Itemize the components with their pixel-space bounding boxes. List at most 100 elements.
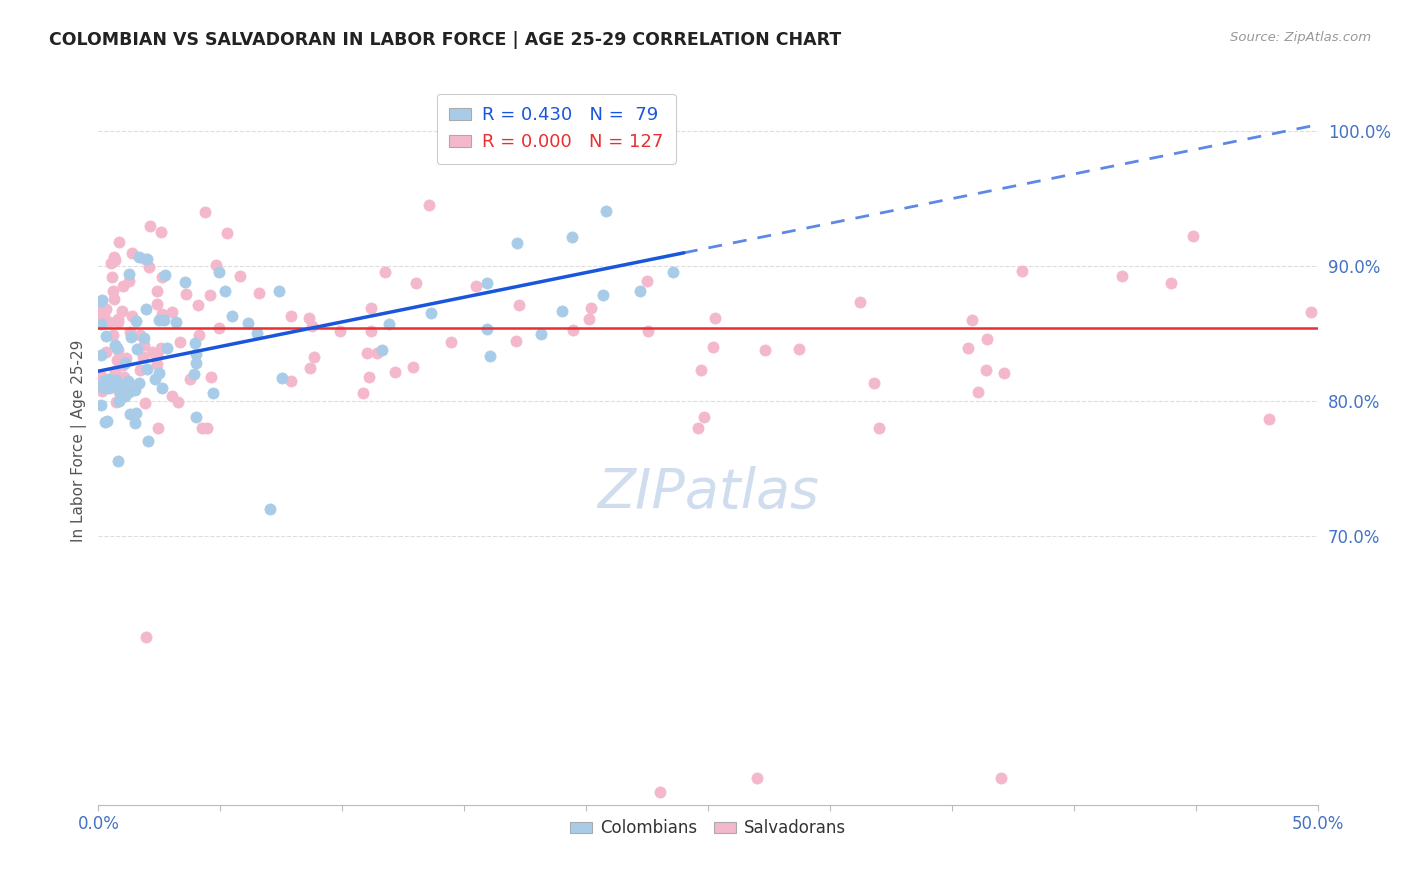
Point <box>1011 264 1033 278</box>
Point <box>90 294 112 309</box>
Point <box>167 395 190 409</box>
Point <box>143 372 166 386</box>
Point <box>93 376 115 391</box>
Point <box>551 304 574 318</box>
Point <box>146 349 169 363</box>
Point <box>150 381 173 395</box>
Point <box>378 317 401 331</box>
Point <box>148 366 170 380</box>
Point <box>229 268 252 283</box>
Point <box>246 326 269 340</box>
Point <box>96 414 118 428</box>
Point <box>165 315 187 329</box>
Point <box>96 302 118 317</box>
Point <box>146 347 169 361</box>
Point <box>105 341 128 355</box>
Point <box>280 309 302 323</box>
Point <box>405 276 427 290</box>
Point <box>259 501 281 516</box>
Point <box>114 389 136 403</box>
Point <box>134 252 156 266</box>
Point <box>103 250 125 264</box>
Point <box>475 322 498 336</box>
Point <box>107 385 129 400</box>
Point <box>184 410 207 425</box>
Point <box>129 328 152 343</box>
Point <box>693 409 716 424</box>
Point <box>90 398 112 412</box>
Point <box>129 363 152 377</box>
Point <box>505 334 527 348</box>
Point <box>1257 412 1279 426</box>
Point <box>117 375 139 389</box>
Point <box>628 285 651 299</box>
Point <box>101 270 124 285</box>
Point <box>117 274 139 288</box>
Point <box>302 350 325 364</box>
Point <box>135 630 157 644</box>
Point <box>91 384 114 398</box>
Point <box>124 383 146 397</box>
Point <box>121 310 143 324</box>
Point <box>530 327 553 342</box>
Point <box>136 434 159 448</box>
Point <box>662 265 685 279</box>
Point <box>146 358 169 372</box>
Point <box>138 219 160 234</box>
Point <box>506 235 529 250</box>
Point <box>112 279 135 293</box>
Point <box>249 286 271 301</box>
Point <box>111 384 134 398</box>
Point <box>98 380 121 394</box>
Point <box>648 784 671 798</box>
Point <box>976 363 998 377</box>
Point <box>149 225 172 239</box>
Point <box>128 251 150 265</box>
Point <box>90 317 112 331</box>
Point <box>98 315 121 329</box>
Point <box>115 351 138 366</box>
Point <box>280 374 302 388</box>
Point <box>221 309 243 323</box>
Point <box>148 313 170 327</box>
Point <box>125 314 148 328</box>
Point <box>508 298 530 312</box>
Text: Source: ZipAtlas.com: Source: ZipAtlas.com <box>1230 31 1371 45</box>
Point <box>156 342 179 356</box>
Point <box>186 356 208 370</box>
Point <box>104 364 127 378</box>
Point <box>111 377 134 392</box>
Point <box>107 454 129 468</box>
Point <box>214 284 236 298</box>
Point <box>153 268 176 282</box>
Point <box>298 311 321 326</box>
Point <box>93 382 115 396</box>
Point <box>118 384 141 399</box>
Point <box>94 376 117 390</box>
Point <box>1160 276 1182 290</box>
Point <box>132 350 155 364</box>
Point <box>112 370 135 384</box>
Point <box>208 320 231 334</box>
Point <box>153 313 176 327</box>
Point <box>94 415 117 429</box>
Point <box>105 376 128 390</box>
Point <box>105 352 128 367</box>
Point <box>595 203 617 218</box>
Point <box>104 252 127 267</box>
Point <box>754 343 776 357</box>
Y-axis label: In Labor Force | Age 25-29: In Labor Force | Age 25-29 <box>72 340 87 542</box>
Point <box>956 341 979 355</box>
Point <box>90 378 112 392</box>
Point <box>562 323 585 337</box>
Point <box>118 267 141 281</box>
Point <box>475 277 498 291</box>
Point <box>862 376 884 390</box>
Point <box>200 369 222 384</box>
Point <box>967 384 990 399</box>
Point <box>107 343 129 357</box>
Point <box>125 407 148 421</box>
Point <box>636 274 658 288</box>
Point <box>128 376 150 391</box>
Point <box>169 335 191 350</box>
